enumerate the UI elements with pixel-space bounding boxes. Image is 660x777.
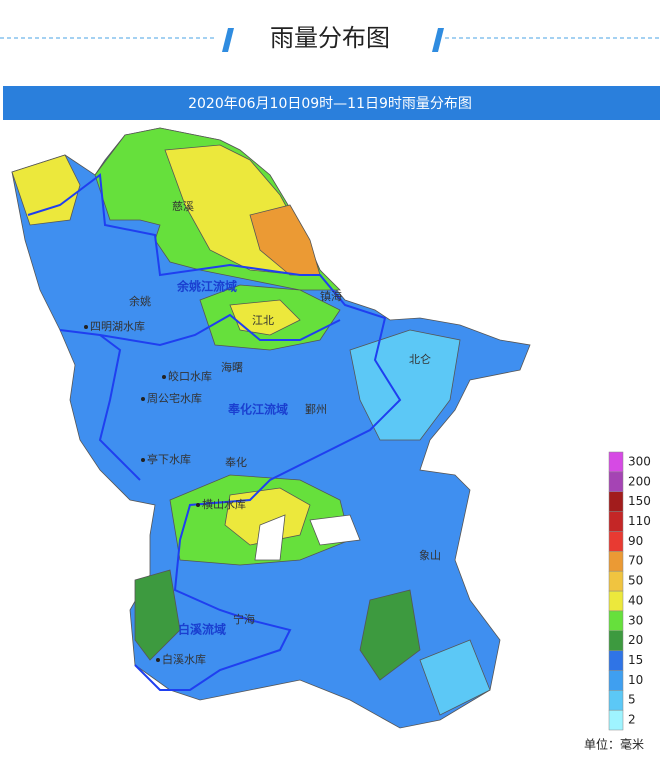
legend-swatch [608,590,624,612]
basin-label: 奉化江流域 [227,402,288,417]
place-label: 宁海 [233,612,255,626]
legend-label: 90 [628,534,643,548]
place-label: 北仑 [409,352,431,366]
rain-zone [349,329,461,441]
place-label: 横山水库 [202,497,246,511]
legend-label: 50 [628,574,643,588]
legend-label: 20 [628,633,643,647]
rain-zone [359,589,421,681]
basin-label: 白溪流域 [178,622,226,637]
rain-zone [224,487,311,546]
legend-label: 200 [628,474,651,488]
water [254,514,286,561]
legend-unit: 单位：毫米 [584,737,644,752]
accent [432,28,444,52]
place-label: 镇海 [320,289,342,303]
place-label: 奉化 [225,455,247,469]
legend-label: 110 [628,514,651,528]
dot [141,397,145,401]
place-label: 江北 [252,314,274,327]
boundary-line [59,313,341,347]
accent [222,28,234,52]
dot [84,325,88,329]
legend-swatch [608,471,624,492]
basin-boundary [27,173,402,691]
banner [3,86,660,120]
place-label: 皎口水库 [168,369,212,383]
place-label: 亭下水库 [147,452,191,466]
place-label: 余姚 [129,294,151,308]
map [11,127,531,729]
dot [196,503,200,507]
place-label: 鄞州 [305,403,327,416]
rain-zone [11,154,81,226]
legend-label: 150 [628,494,651,508]
legend-swatch [608,570,624,592]
legend-label: 15 [628,653,643,667]
legend: 2 5 10 15 20 30 40 50 70 90 110 150 200 300 [608,451,651,731]
rain-zone [229,299,301,336]
place-label: 白溪水库 [162,652,206,666]
legend-swatch [608,670,624,691]
place-label: 慈溪 [172,199,194,213]
legend-label: 70 [628,554,643,568]
water [309,514,361,546]
place-label: 海曙 [221,360,243,374]
boundary-line [98,334,141,481]
dot [162,375,166,379]
legend-swatch [608,491,624,512]
page-title: 雨量分布图 [270,24,390,52]
dot [156,658,160,662]
legend-label: 40 [628,593,643,607]
map-title: 2020年06月10日09时—11日9时雨量分布图 [188,96,472,112]
legend-swatch [608,551,624,572]
legend-swatch [608,610,624,631]
legend-label: 5 [628,693,636,707]
rain-zone [134,569,181,661]
legend-swatch [608,451,624,473]
legend-swatch [608,630,624,651]
place-label: 四明湖水库 [90,320,145,333]
dot [141,458,145,462]
legend-swatch [608,531,624,552]
basin-label: 余姚江流域 [176,279,237,294]
legend-label: 300 [628,454,651,468]
place-label: 象山 [419,549,441,562]
legend-label: 30 [628,613,643,627]
place-label: 周公宅水库 [147,391,202,405]
legend-swatch [608,709,624,731]
rain-zone [419,639,491,716]
boundary-line [27,173,402,691]
legend-label: 2 [628,713,636,727]
legend-swatch [608,511,624,532]
reservoir-dots [84,325,200,662]
legend-swatch [608,690,624,711]
legend-swatch [608,650,624,671]
legend-label: 10 [628,673,643,687]
